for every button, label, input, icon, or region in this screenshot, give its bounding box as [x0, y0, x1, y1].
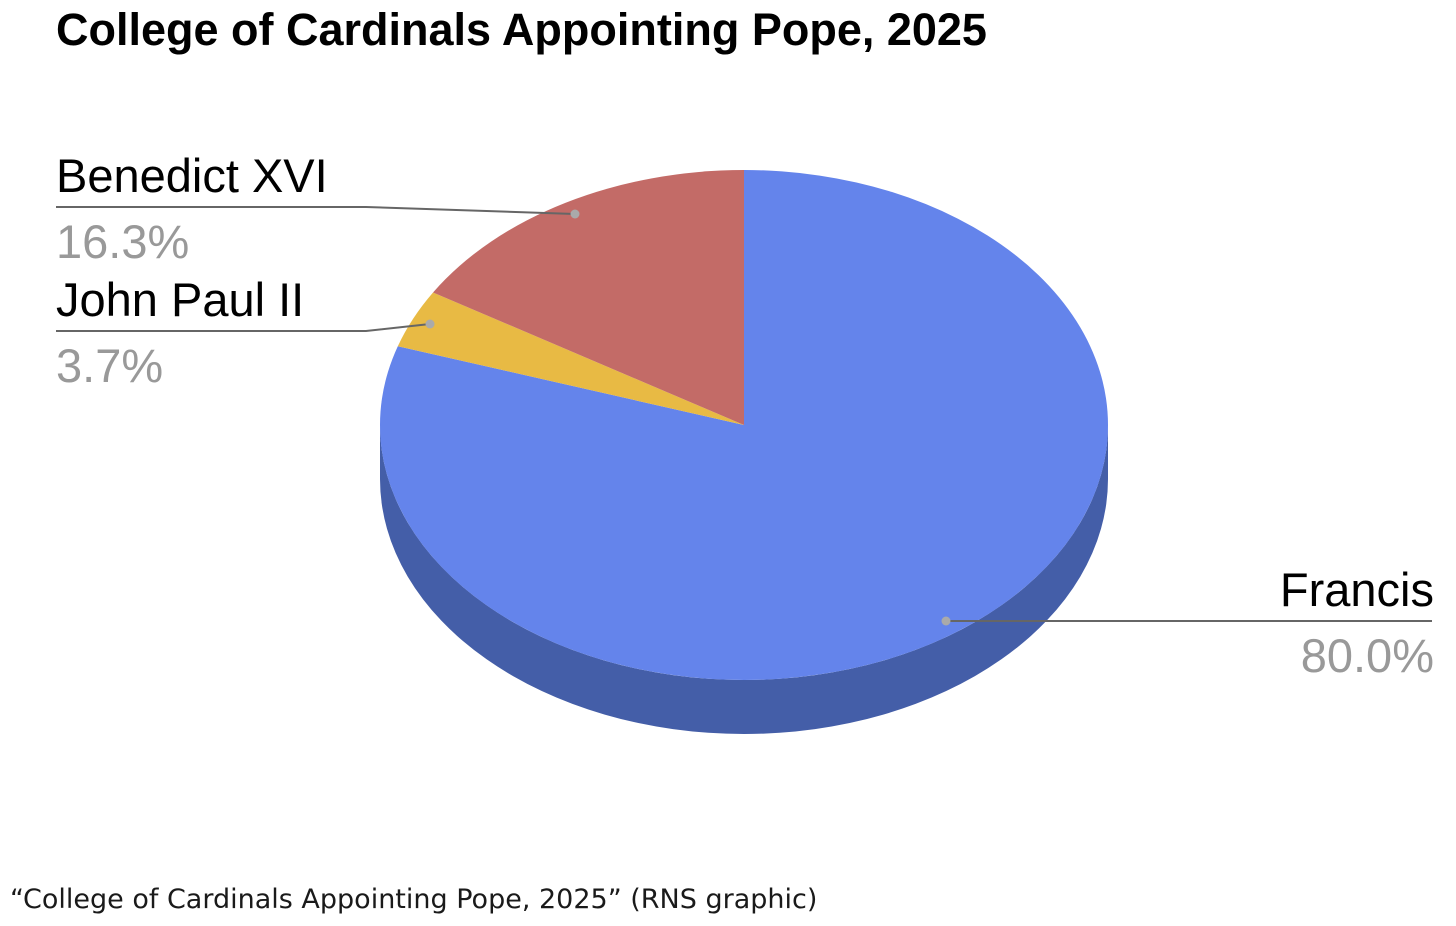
pie-slice-john-paul-ii — [397, 292, 744, 425]
label-layer: Francis 80.0% John Paul II 3.7% Benedict XVI… — [56, 149, 1434, 682]
slice-value-john-paul-ii: 3.7% — [56, 339, 163, 392]
pie-layer — [379, 170, 1108, 734]
leader-line-john-paul-ii — [56, 323, 431, 332]
figure-caption: “College of Cardinals Appointing Pope, 2… — [10, 884, 818, 915]
slice-label-benedict-xvi: Benedict XVI — [56, 149, 328, 202]
pie-slice-benedict-xvi — [433, 170, 744, 425]
leader-line-benedict-xvi — [56, 206, 576, 215]
pie-chart: Francis 80.0% John Paul II 3.7% Benedict XVI… — [56, 149, 1434, 734]
pie-side-francis — [380, 425, 1108, 734]
leader-dot-john-paul-ii — [425, 319, 435, 329]
leader-dot-benedict-xvi — [570, 209, 580, 219]
leader-dot-francis — [941, 616, 951, 626]
slice-label-francis: Francis — [1280, 563, 1434, 616]
slice-value-benedict-xvi: 16.3% — [56, 215, 189, 268]
slice-label-john-paul-ii: John Paul II — [56, 273, 304, 326]
chart-title: College of Cardinals Appointing Pope, 20… — [56, 4, 987, 55]
pie-slice-francis — [379, 170, 1108, 680]
slice-value-francis: 80.0% — [1301, 629, 1434, 682]
